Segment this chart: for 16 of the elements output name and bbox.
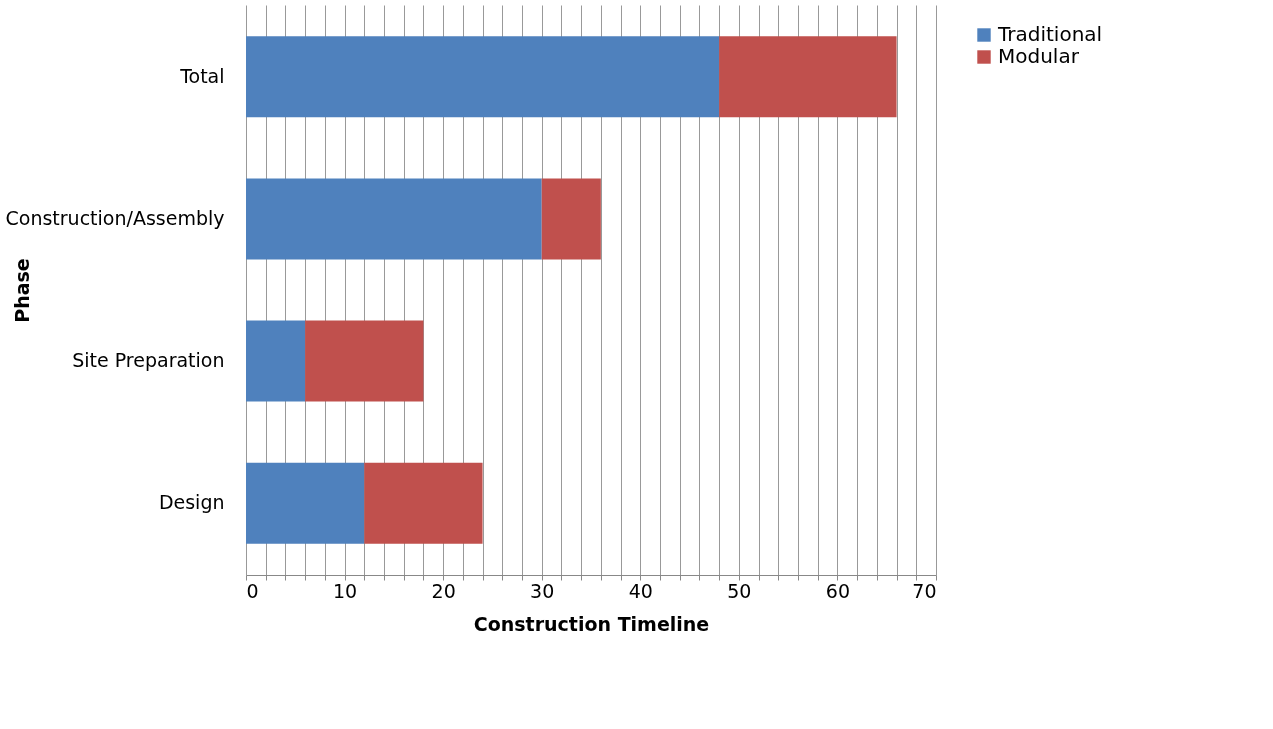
x-axis-title: Construction Timeline: [473, 612, 710, 635]
x-tick-label: 30: [530, 579, 555, 602]
legend-label: Traditional: [997, 22, 1103, 46]
x-tick-label: 70: [912, 579, 937, 602]
legend-label: Modular: [998, 44, 1080, 68]
x-tick-label: 0: [246, 579, 259, 602]
y-tick-label: Design: [158, 491, 225, 514]
x-tick-label: 60: [825, 579, 851, 602]
y-axis-title: Phase: [10, 258, 33, 323]
y-tick-label: Total: [179, 64, 225, 87]
y-tick-label: Site Preparation: [72, 349, 225, 372]
x-tick-label: 20: [431, 579, 456, 602]
x-tick-label: 50: [727, 579, 752, 602]
y-tick-label: Construction/Assembly: [5, 206, 225, 229]
x-tick-label: 40: [628, 579, 653, 602]
x-tick-label: 10: [332, 579, 358, 602]
